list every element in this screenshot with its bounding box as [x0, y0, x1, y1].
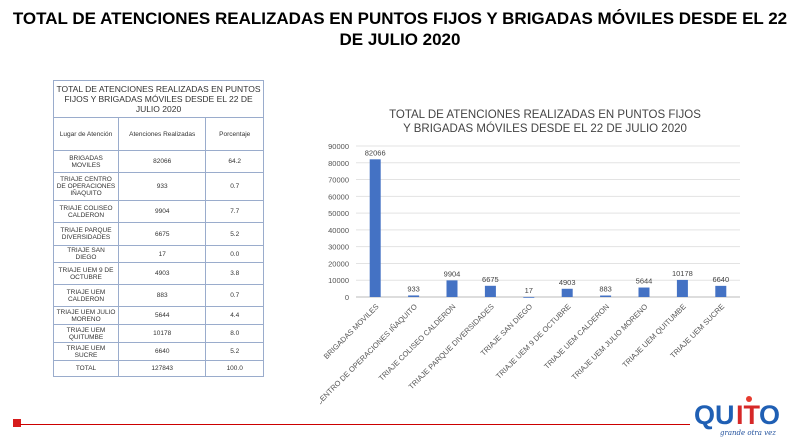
y-tick-label: 30000 [328, 243, 349, 252]
table-cell: 933 [117, 172, 207, 201]
table-cell: TRIAJE UEM QUITUMBE [53, 324, 119, 343]
table-cell: 883 [117, 284, 207, 307]
table-cell: 9904 [117, 200, 207, 223]
table-cell: 4903 [117, 262, 207, 285]
attention-table: TOTAL DE ATENCIONES REALIZADAS EN PUNTOS… [53, 80, 264, 377]
data-label: 883 [599, 285, 612, 294]
chart-title: Y BRIGADAS MÓVILES DESDE EL 22 DE JULIO … [403, 122, 687, 135]
table-cell: 0.7 [205, 284, 264, 307]
table-cell: 6640 [117, 342, 207, 361]
table-cell: 5.2 [205, 342, 264, 361]
column-header: Porcentaje [205, 117, 264, 151]
bar [715, 285, 727, 297]
column-header: Lugar de Atención [53, 117, 119, 151]
bar [369, 159, 381, 297]
svg-text:O: O [759, 400, 780, 430]
table-cell: 8.0 [205, 324, 264, 343]
bar [638, 287, 650, 297]
table-cell: 10178 [117, 324, 207, 343]
table-cell: 5644 [117, 306, 207, 325]
table-cell: 0.7 [205, 172, 264, 201]
table-cell: 6675 [117, 222, 207, 246]
table-cell: 4.4 [205, 306, 264, 325]
svg-text:IT: IT [736, 400, 761, 430]
table-cell: TRIAJE UEM CALDERON [53, 284, 119, 307]
table-row: TRIAJE COLISEO CALDERON 9904 7.7 [53, 200, 264, 223]
table-cell: 5.2 [205, 222, 264, 246]
data-label: 17 [525, 286, 533, 295]
y-tick-label: 70000 [328, 176, 349, 185]
table-cell: TRIAJE PARQUE DIVERSIDADES [53, 222, 119, 246]
bar [446, 280, 458, 297]
table-row: TRIAJE UEM 9 DE OCTUBRE 4903 3.8 [53, 262, 264, 285]
table-cell: TRIAJE UEM SUCRE [53, 342, 119, 361]
x-tick-label: TRIAJE UEM JULIO MORENO [570, 302, 650, 382]
table-cell: 7.7 [205, 200, 264, 223]
x-tick-label: TRIAJE CENTRO DE OPERACIONES IÑAQUITO [320, 302, 419, 427]
page-title: TOTAL DE ATENCIONES REALIZADAS EN PUNTOS… [12, 9, 788, 49]
table-cell: TRIAJE UEM 9 DE OCTUBRE [53, 262, 119, 285]
svg-text:grande otra vez: grande otra vez [720, 429, 776, 437]
y-tick-label: 40000 [328, 226, 349, 235]
table-row: BRIGADAS MOVILES 82066 64.2 [53, 150, 264, 173]
table-cell: TRIAJE UEM JULIO MORENO [53, 306, 119, 325]
table-row: TRIAJE SAN DIEGO 17 0.0 [53, 245, 264, 263]
bar [676, 279, 688, 297]
data-label: 6675 [482, 275, 499, 284]
data-label: 5644 [636, 277, 653, 286]
y-tick-label: 50000 [328, 209, 349, 218]
table-cell: 0.0 [205, 245, 264, 263]
bar-chart: TOTAL DE ATENCIONES REALIZADAS EN PUNTOS… [320, 109, 740, 427]
table-cell: TRIAJE SAN DIEGO [53, 245, 119, 263]
column-header: Atenciones Realizadas [117, 117, 207, 151]
data-label: 10178 [672, 269, 693, 278]
table-cell: 17 [117, 245, 207, 263]
data-label: 4903 [559, 278, 576, 287]
y-tick-label: 90000 [328, 142, 349, 151]
table-cell: TRIAJE COLISEO CALDERON [53, 200, 119, 223]
table-row: TRIAJE UEM CALDERON 883 0.7 [53, 284, 264, 307]
table-cell: 82066 [117, 150, 207, 173]
footer-divider [20, 424, 690, 425]
y-tick-label: 10000 [328, 276, 349, 285]
table-title: TOTAL DE ATENCIONES REALIZADAS EN PUNTOS… [53, 80, 264, 118]
data-label: 933 [407, 284, 420, 293]
y-tick-label: 60000 [328, 192, 349, 201]
bar [523, 296, 535, 298]
table-cell: TRIAJE CENTRO DE OPERACIONES IÑAQUITO [53, 172, 119, 201]
table-row: TRIAJE PARQUE DIVERSIDADES 6675 5.2 [53, 222, 264, 246]
x-tick-label: TRIAJE UEM 9 DE OCTUBRE [494, 302, 573, 381]
table-cell: 64.2 [205, 150, 264, 173]
y-tick-label: 0 [345, 293, 349, 302]
y-tick-label: 80000 [328, 159, 349, 168]
bar [484, 285, 496, 297]
table-cell: 3.8 [205, 262, 264, 285]
data-label: 9904 [444, 269, 461, 278]
table-row: TRIAJE UEM SUCRE 6640 5.2 [53, 342, 264, 361]
table-cell: BRIGADAS MOVILES [53, 150, 119, 173]
table-row: TRIAJE UEM QUITUMBE 10178 8.0 [53, 324, 264, 343]
svg-text:QU: QU [694, 400, 735, 430]
table-cell: 100.0 [205, 360, 264, 377]
y-tick-label: 20000 [328, 259, 349, 268]
bar [561, 288, 573, 297]
table-row: TOTAL 127843 100.0 [53, 360, 264, 377]
x-tick-label: TRIAJE UEM QUITUMBE [620, 302, 687, 369]
chart-title: TOTAL DE ATENCIONES REALIZADAS EN PUNTOS… [389, 109, 701, 121]
data-label: 82066 [365, 148, 386, 157]
table-cell: TOTAL [53, 360, 119, 377]
data-label: 6640 [712, 275, 729, 284]
table-row: TRIAJE UEM JULIO MORENO 5644 4.4 [53, 306, 264, 325]
quito-logo: QU IT O grande otra vez [694, 396, 780, 437]
red-square-decoration [13, 419, 21, 427]
bar [600, 295, 612, 297]
table-row: TRIAJE CENTRO DE OPERACIONES IÑAQUITO 933… [53, 172, 264, 201]
table-cell: 127843 [117, 360, 207, 377]
x-tick-label: TRIAJE COLISEO CALDERON [377, 302, 458, 383]
bar [408, 295, 420, 297]
x-tick-label: TRIAJE UEM CALDERON [542, 302, 611, 371]
